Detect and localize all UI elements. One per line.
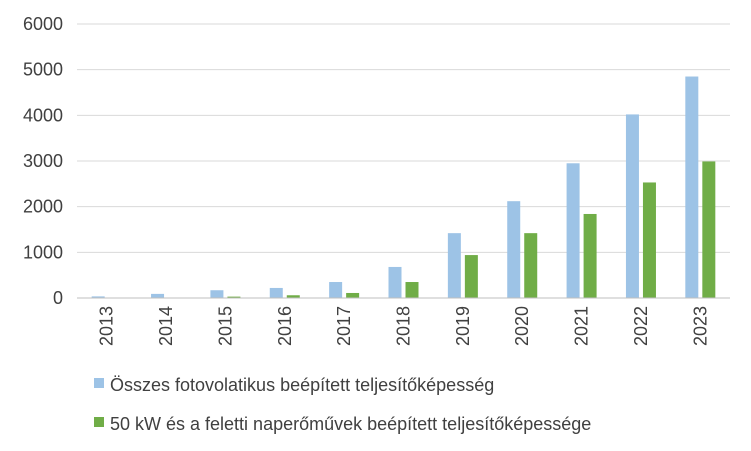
y-tick-label: 3000 xyxy=(23,151,63,171)
y-axis-tick-labels: 0 1000 2000 3000 4000 5000 6000 xyxy=(23,14,63,308)
x-tick-label: 2018 xyxy=(394,306,414,346)
y-tick-label: 1000 xyxy=(23,242,63,262)
bar-series-2-2023 xyxy=(702,161,716,298)
x-tick-label: 2015 xyxy=(215,306,235,346)
bar-series-2-2019 xyxy=(464,255,478,298)
bar-series-1-2018 xyxy=(388,266,402,298)
bar-series-1-2016 xyxy=(269,287,283,298)
x-tick-label: 2020 xyxy=(512,306,532,346)
x-tick-label: 2017 xyxy=(334,306,354,346)
bar-series-2-2015 xyxy=(227,296,241,298)
bar-series-1-2013 xyxy=(91,296,105,298)
gridlines xyxy=(77,23,730,253)
bar-series-1-2022 xyxy=(625,114,639,298)
bar-series-2-2022 xyxy=(642,182,656,298)
y-tick-label: 2000 xyxy=(23,197,63,217)
x-tick-label: 2019 xyxy=(453,306,473,346)
bar-series-1-2014 xyxy=(151,293,165,298)
x-tick-label: 2016 xyxy=(275,306,295,346)
bar-series-1-2017 xyxy=(329,282,343,298)
y-tick-label: 4000 xyxy=(23,105,63,125)
bar-series-2-2016 xyxy=(286,295,300,298)
legend-label-series-2: 50 kW és a feletti naperőművek beépített… xyxy=(110,414,591,434)
bar-series-2-2021 xyxy=(583,213,597,298)
x-tick-label: 2022 xyxy=(631,306,651,346)
y-tick-label: 6000 xyxy=(23,14,63,34)
bar-series-1-2023 xyxy=(685,76,699,299)
bar-series-1-2015 xyxy=(210,290,224,298)
bars xyxy=(91,76,716,299)
legend-swatch-series-2 xyxy=(94,417,104,427)
bar-series-1-2021 xyxy=(566,163,580,298)
legend: Összes fotovolatikus beépített teljesítő… xyxy=(94,375,591,434)
x-tick-label: 2023 xyxy=(690,306,710,346)
y-tick-label: 5000 xyxy=(23,60,63,80)
bar-series-1-2019 xyxy=(447,233,461,298)
x-tick-label: 2013 xyxy=(97,306,117,346)
x-tick-label: 2021 xyxy=(572,306,592,346)
x-axis-tick-labels: 2013 2014 2015 2016 2017 2018 2019 2020 2021 2022… xyxy=(97,306,711,346)
bar-series-2-2017 xyxy=(346,292,360,298)
y-tick-label: 0 xyxy=(53,288,63,308)
bar-series-1-2020 xyxy=(507,201,521,298)
legend-label-series-1: Összes fotovolatikus beépített teljesítő… xyxy=(110,375,494,395)
legend-swatch-series-1 xyxy=(94,378,104,388)
bar-series-2-2020 xyxy=(524,233,538,298)
bar-series-2-2018 xyxy=(405,282,419,298)
x-tick-label: 2014 xyxy=(156,306,176,346)
